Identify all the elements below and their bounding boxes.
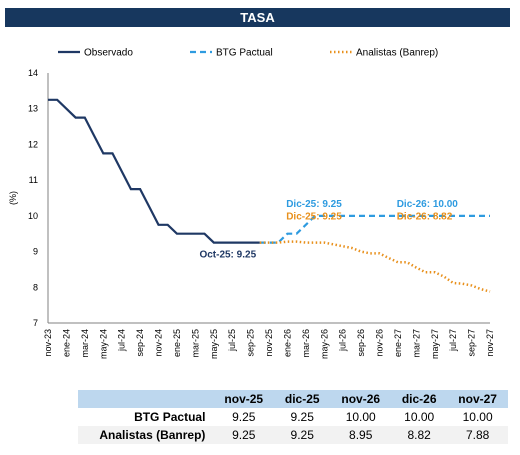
- legend-label: Analistas (Banrep): [356, 48, 438, 59]
- x-tick-label: sep-25: [246, 329, 256, 357]
- legend-label: BTG Pactual: [216, 48, 273, 59]
- table-header-cell: dic-25: [284, 392, 320, 406]
- forecast-table: nov-25 dic-25 nov-26 dic-26 nov-27 BTG P…: [78, 390, 508, 444]
- x-tick-label: nov-23: [43, 329, 53, 357]
- x-tick-label: ene-26: [282, 329, 292, 357]
- table-cell: 10.00: [345, 410, 376, 424]
- x-tick-label: ene-25: [172, 329, 182, 357]
- table-header-cell: nov-26: [341, 392, 381, 406]
- x-tick-label: may-24: [98, 329, 108, 359]
- chart-title: TASA: [5, 8, 510, 27]
- x-tick-label: jul-25: [227, 329, 237, 352]
- data-annotation: Dic-25: 9.25: [286, 199, 342, 210]
- data-annotation: Dic-25: 9.25: [286, 211, 342, 222]
- table-cell: 10.00: [462, 410, 493, 424]
- x-tick-label: may-25: [209, 329, 219, 359]
- y-tick-label: 8: [33, 282, 38, 292]
- table-header-row: nov-25 dic-25 nov-26 dic-26 nov-27: [78, 390, 508, 408]
- data-annotation: Oct-25: 9.25: [199, 250, 256, 261]
- x-tick-label: nov-25: [264, 329, 274, 357]
- table-cell: 9.25: [290, 410, 314, 424]
- y-tick-label: 11: [29, 175, 38, 185]
- x-tick-label: sep-24: [135, 329, 145, 357]
- y-tick-label: 14: [28, 68, 38, 78]
- x-tick-label: mar-24: [80, 329, 90, 358]
- series-line: [259, 214, 490, 244]
- table-cell: 9.25: [232, 410, 256, 424]
- table-row-label: Analistas (Banrep): [99, 428, 206, 442]
- legend-label: Observado: [84, 48, 133, 59]
- x-tick-label: ene-24: [61, 329, 71, 357]
- x-tick-label: may-27: [430, 329, 440, 359]
- x-tick-label: mar-26: [301, 329, 311, 358]
- table-header-cell: nov-27: [458, 392, 497, 406]
- x-tick-label: mar-25: [190, 329, 200, 358]
- x-tick-label: nov-24: [154, 329, 164, 357]
- data-annotation: Dic-26: 10.00: [397, 199, 459, 210]
- table-row: Analistas (Banrep) 9.25 9.25 8.95 8.82 7…: [78, 426, 508, 444]
- table-header-cell: dic-26: [401, 392, 437, 406]
- x-tick-label: nov-27: [485, 329, 495, 357]
- x-tick-label: jul-27: [448, 329, 458, 352]
- series-line: [259, 240, 491, 293]
- table-cell: 10.00: [404, 410, 435, 424]
- x-tick-label: nov-26: [375, 329, 385, 357]
- table-cell: 8.95: [349, 428, 373, 442]
- y-axis-label: (%): [8, 191, 18, 205]
- rate-chart: 7 8 9 10 11 12 13 14 (%) nov-23 ene-24 mar-24 may-24…: [8, 48, 495, 360]
- x-tick-label: jul-26: [338, 329, 348, 352]
- table-cell: 7.88: [465, 428, 490, 442]
- table-header-cell: nov-25: [224, 392, 264, 406]
- data-annotation: Dic-26: 8.82: [397, 211, 453, 222]
- table-header-cell: [78, 390, 213, 408]
- table-cell: 8.82: [407, 428, 431, 442]
- y-tick-label: 13: [28, 104, 38, 114]
- table-row: BTG Pactual 9.25 9.25 10.00 10.00 10.00: [78, 408, 508, 426]
- x-tick-label: sep-27: [467, 329, 477, 357]
- table-cell: 9.25: [290, 428, 314, 442]
- x-tick-label: jul-24: [117, 329, 127, 352]
- series-line: [48, 98, 260, 244]
- y-tick-label: 9: [33, 247, 38, 257]
- y-tick-label: 7: [33, 318, 38, 328]
- x-tick-label: sep-26: [356, 329, 366, 357]
- table-row-label: BTG Pactual: [134, 410, 206, 424]
- y-tick-label: 10: [28, 211, 38, 221]
- x-tick-label: may-26: [319, 329, 329, 359]
- x-tick-label: ene-27: [393, 329, 403, 357]
- y-tick-label: 12: [28, 139, 38, 149]
- x-tick-label: mar-27: [411, 329, 421, 358]
- table-cell: 9.25: [232, 428, 256, 442]
